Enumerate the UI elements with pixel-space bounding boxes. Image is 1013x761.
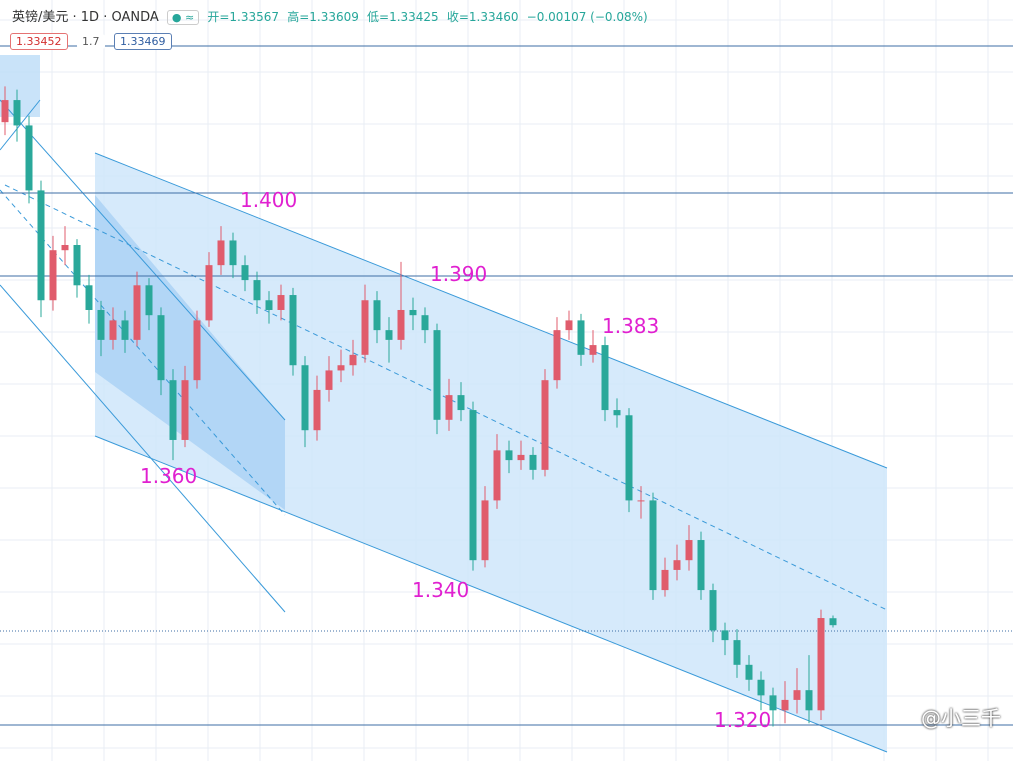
- candle-body: [61, 245, 69, 251]
- candle-body: [637, 500, 645, 502]
- price-annotation: 1.390: [430, 262, 488, 286]
- candle-body: [505, 450, 513, 461]
- price-annotation: 1.383: [602, 314, 660, 338]
- price-annotation: 1.320: [714, 708, 772, 732]
- candle-body: [385, 330, 393, 340]
- candle-body: [313, 389, 321, 431]
- candle-body: [169, 380, 177, 440]
- candle-body: [349, 354, 357, 366]
- candle-body: [97, 309, 105, 340]
- sell-price[interactable]: 1.33452: [10, 33, 68, 50]
- candle-body: [613, 410, 621, 416]
- candle-body: [37, 190, 45, 301]
- candle-body: [193, 320, 201, 381]
- channels: [0, 45, 1013, 753]
- candle-body: [325, 370, 333, 390]
- candle-body: [721, 630, 729, 641]
- ohlc-close: 收=1.33460: [446, 10, 519, 24]
- candle-body: [145, 285, 153, 316]
- candle-body: [625, 415, 633, 501]
- price-annotation: 1.400: [240, 188, 298, 212]
- candle-body: [685, 540, 693, 561]
- candle-body: [1, 100, 9, 123]
- candle-body: [433, 330, 441, 420]
- candle-body: [829, 618, 837, 626]
- candle-body: [157, 315, 165, 381]
- watermark: @小三千: [921, 706, 1001, 730]
- candle-body: [493, 450, 501, 501]
- candle-body: [421, 315, 429, 331]
- candle-body: [397, 309, 405, 340]
- candle-body: [517, 454, 525, 461]
- candle-body: [289, 295, 297, 366]
- candle-body: [481, 500, 489, 561]
- candle-body: [793, 690, 801, 700]
- ohlc-open: 开=1.33567: [207, 10, 280, 24]
- spread: 1.7: [77, 34, 105, 49]
- candle-body: [709, 590, 717, 631]
- ohlc-change: −0.00107 (−0.08%): [526, 10, 648, 24]
- candle-body: [529, 454, 537, 470]
- candle-body: [589, 345, 597, 355]
- candle-body: [469, 410, 477, 561]
- candle-body: [541, 380, 549, 470]
- status-button[interactable]: ● ≈: [166, 10, 200, 25]
- ohlc-high: 高=1.33609: [287, 10, 359, 24]
- candle-body: [697, 540, 705, 591]
- candle-body: [301, 365, 309, 431]
- candle-body: [265, 300, 273, 310]
- candle-body: [805, 690, 813, 711]
- candle-body: [253, 280, 261, 301]
- candle-body: [361, 300, 369, 355]
- candle-body: [757, 679, 765, 696]
- candle-body: [109, 320, 117, 340]
- header: 英镑/美元 · 1D · OANDA ● ≈ 开=1.33567 高=1.336…: [12, 6, 652, 25]
- candle-body: [241, 265, 249, 281]
- candle-body: [205, 265, 213, 321]
- candle-body: [49, 250, 57, 301]
- candle-body: [601, 345, 609, 411]
- candle-body: [649, 500, 657, 591]
- symbol: 英镑/美元 · 1D · OANDA: [12, 10, 159, 25]
- candle-body: [409, 309, 417, 316]
- candle-body: [85, 285, 93, 310]
- candle-body: [781, 699, 789, 711]
- candle-body: [217, 240, 225, 266]
- candle-body: [733, 640, 741, 665]
- candle-body: [181, 380, 189, 440]
- candle-body: [133, 285, 141, 340]
- candle-body: [277, 295, 285, 310]
- candle-body: [817, 618, 825, 711]
- candle-body: [73, 245, 81, 286]
- candle-body: [121, 320, 129, 340]
- candle-body: [373, 300, 381, 331]
- price-annotation: 1.360: [140, 464, 198, 488]
- candle-body: [25, 125, 33, 191]
- candle-body: [337, 365, 345, 371]
- candle-body: [457, 395, 465, 411]
- candle-body: [769, 695, 777, 711]
- candle-body: [745, 664, 753, 680]
- candle-body: [565, 320, 573, 331]
- candle-body: [673, 560, 681, 570]
- buy-price[interactable]: 1.33469: [114, 33, 172, 50]
- candle-body: [13, 100, 21, 126]
- candle-body: [229, 240, 237, 266]
- badges: 1.33452 1.7 1.33469: [10, 33, 178, 50]
- candles: [1, 86, 837, 727]
- candle-body: [661, 569, 669, 591]
- candle-body: [445, 395, 453, 420]
- price-annotation: 1.340: [412, 578, 470, 602]
- candle-body: [577, 320, 585, 355]
- candle-body: [553, 330, 561, 381]
- ohlc-low: 低=1.33425: [367, 10, 439, 24]
